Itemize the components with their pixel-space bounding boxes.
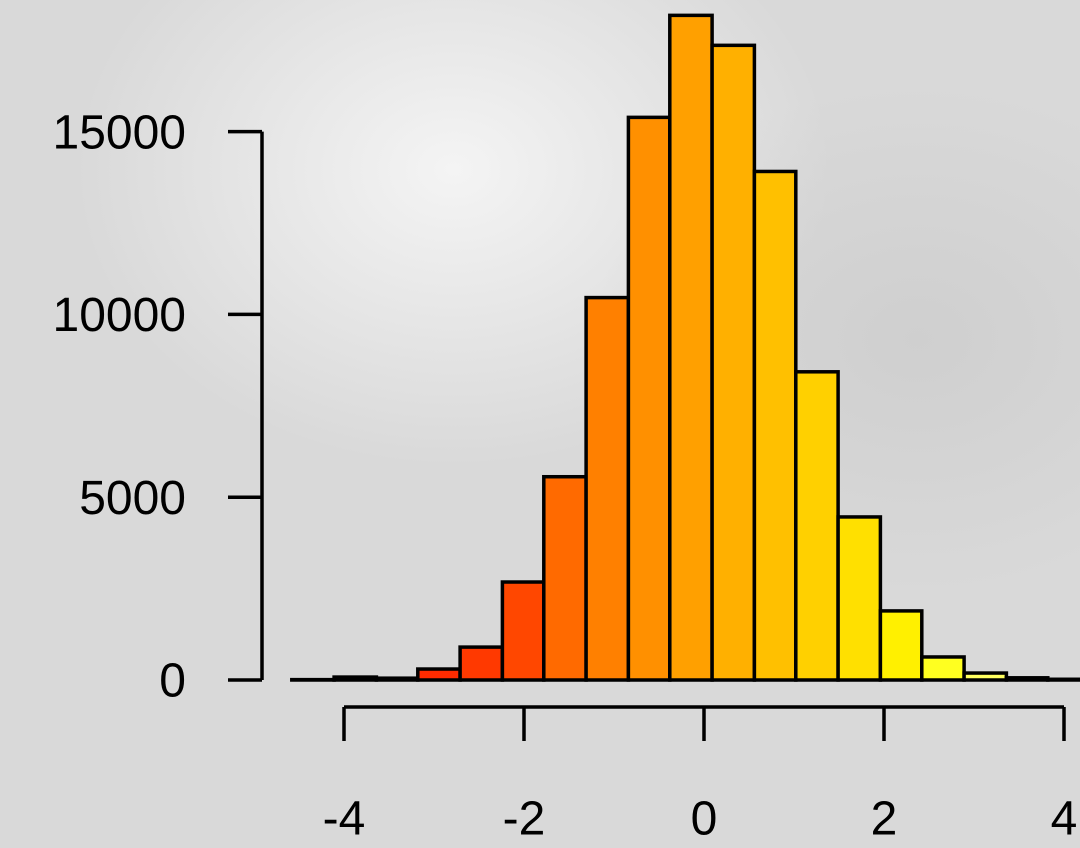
bar: [542, 474, 588, 682]
bar: [710, 43, 757, 682]
y-tick-label: 0: [159, 655, 186, 708]
x-tick-label: 4: [1051, 793, 1078, 846]
bar: [500, 580, 546, 682]
bar: [878, 609, 924, 682]
y-tick-label: 15000: [53, 106, 186, 159]
bar: [332, 675, 379, 682]
bar: [1004, 676, 1050, 682]
bar: [584, 295, 631, 682]
x-tick-label: 2: [871, 793, 898, 846]
bar: [920, 655, 966, 682]
y-tick-label: 10000: [53, 289, 186, 342]
y-tick-label: 5000: [79, 472, 186, 525]
x-tick-label: -2: [503, 793, 546, 846]
bar: [752, 169, 798, 682]
bar: [794, 370, 840, 682]
x-tick-label: 0: [691, 793, 718, 846]
bar: [458, 645, 505, 682]
bar: [668, 13, 714, 682]
bar: [374, 676, 420, 682]
bar: [1046, 677, 1080, 682]
bar: [836, 515, 883, 682]
bar: [416, 667, 462, 682]
x-tick-label: -4: [323, 793, 366, 846]
bar: [626, 115, 672, 682]
bar: [962, 671, 1009, 682]
